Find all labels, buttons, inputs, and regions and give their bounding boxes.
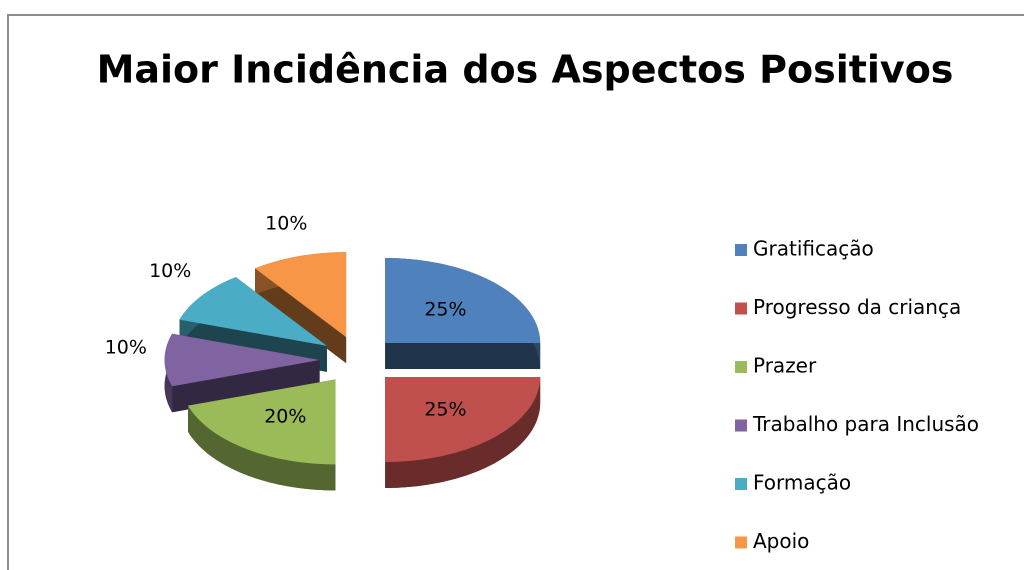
legend-swatch — [735, 361, 747, 373]
legend-swatch — [735, 302, 747, 315]
slice-side — [188, 405, 336, 491]
data-label: 10% — [105, 337, 147, 359]
slice-side — [255, 268, 347, 364]
legend-swatch — [735, 536, 747, 549]
data-label: 10% — [265, 213, 307, 235]
data-label: 25% — [424, 399, 466, 421]
chart-border — [7, 14, 1024, 570]
legend-label: Apoio — [753, 529, 809, 553]
slice — [188, 379, 336, 465]
slice — [179, 277, 327, 346]
legend-label: Progresso da criança — [753, 295, 961, 319]
legend-swatch — [735, 419, 747, 432]
legend-swatch — [735, 244, 747, 256]
legend-label: Prazer — [753, 354, 817, 378]
data-label: 25% — [424, 298, 466, 320]
slice — [385, 376, 541, 462]
legend-label: Formação — [753, 471, 851, 495]
legend-label: Gratificação — [753, 237, 874, 261]
slice-side — [385, 376, 541, 488]
data-label: 10% — [149, 260, 191, 282]
legend-label: Trabalho para Inclusão — [752, 412, 979, 436]
slice-side — [385, 343, 541, 370]
data-label: 20% — [264, 406, 306, 428]
slice — [385, 258, 541, 344]
chart-title: Maior Incidência dos Aspectos Positivos — [97, 48, 954, 92]
legend-swatch — [735, 478, 747, 490]
slice — [255, 252, 347, 338]
slice — [164, 333, 320, 387]
